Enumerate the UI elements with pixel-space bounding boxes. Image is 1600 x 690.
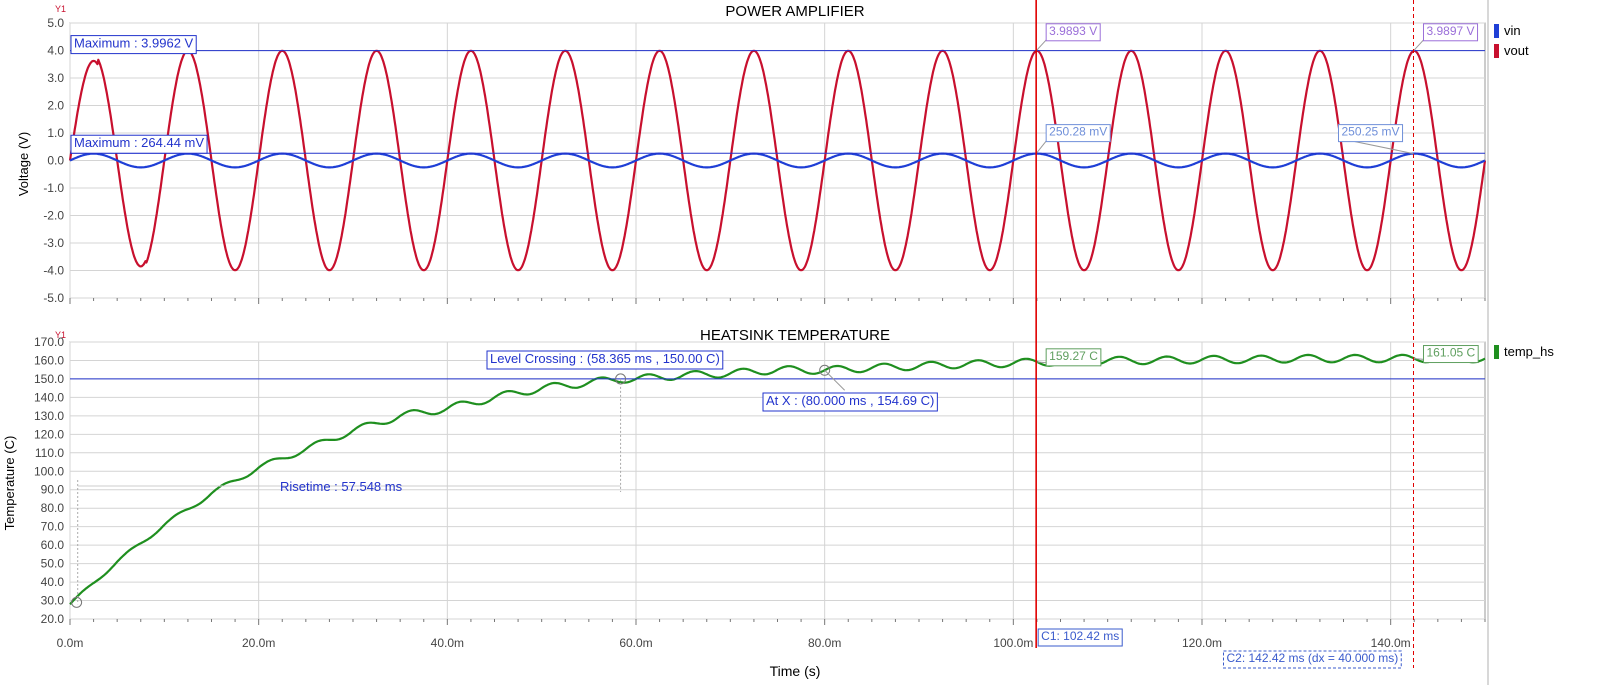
y-tick-label: 90.0 bbox=[41, 483, 65, 497]
cursor-readout-temp-c1-frame bbox=[1045, 348, 1102, 367]
cursor-readout-temp-c2: 161.05 C bbox=[1426, 346, 1475, 360]
y-tick-label: -1.0 bbox=[43, 181, 64, 195]
x-tick-label: 120.0m bbox=[1182, 636, 1222, 650]
cursor-readout-vout-c2: 3.9897 V bbox=[1426, 24, 1474, 38]
at-x-label: At X : (80.000 ms , 154.69 C) bbox=[766, 393, 934, 408]
y-tick-label: 100.0 bbox=[34, 464, 64, 478]
level-crossing-label-frame bbox=[486, 350, 724, 370]
cursor-c1-label: C1: 102.42 ms bbox=[1041, 629, 1119, 643]
cursor-readout-vin-c2: 250.25 mV bbox=[1341, 125, 1399, 139]
maximum-vout-label: Maximum : 3.9962 V bbox=[74, 36, 194, 51]
x-tick-label: 140.0m bbox=[1371, 636, 1411, 650]
vin-legend-swatch bbox=[1494, 24, 1499, 38]
y-tick-label: 70.0 bbox=[41, 520, 65, 534]
chart-title: HEATSINK TEMPERATURE bbox=[700, 327, 890, 344]
cursor-c1-label-frame bbox=[1037, 628, 1123, 647]
y-axis-label: Temperature (C) bbox=[2, 436, 17, 531]
vout-legend-label: vout bbox=[1504, 43, 1529, 58]
temp_hs-legend-label: temp_hs bbox=[1504, 344, 1554, 359]
cursor-readout-temp-c1: 159.27 C bbox=[1049, 349, 1098, 363]
y-tick-label: 20.0 bbox=[41, 612, 65, 626]
y-tick-label: 140.0 bbox=[34, 390, 64, 404]
risetime-label: Risetime : 57.548 ms bbox=[280, 479, 403, 494]
temp_hs-series-line bbox=[69, 353, 1486, 605]
vin-legend-label: vin bbox=[1504, 23, 1521, 38]
y-tick-label: 30.0 bbox=[41, 594, 65, 608]
cursor-c2-label-frame bbox=[1222, 650, 1402, 669]
cursor-readout-temp-c2-frame bbox=[1422, 345, 1479, 364]
chart-title: POWER AMPLIFIER bbox=[725, 3, 864, 20]
axis-tag: Y1 bbox=[55, 4, 66, 14]
y-tick-label: 60.0 bbox=[41, 538, 65, 552]
y-tick-label: 2.0 bbox=[47, 99, 64, 113]
y-tick-label: 40.0 bbox=[41, 575, 65, 589]
cursor-readout-vin-c2-frame bbox=[1337, 124, 1404, 143]
y-tick-label: 5.0 bbox=[47, 16, 64, 30]
risetime-start-marker bbox=[71, 596, 83, 608]
y-tick-label: -2.0 bbox=[43, 209, 64, 223]
y-tick-label: 50.0 bbox=[41, 557, 65, 571]
y-tick-label: -3.0 bbox=[43, 236, 64, 250]
vout-legend-swatch bbox=[1494, 44, 1499, 58]
axis-tag: Y1 bbox=[55, 330, 66, 340]
vin-series-line bbox=[69, 152, 1486, 169]
y-tick-label: 0.0 bbox=[47, 154, 64, 168]
y-tick-label: 3.0 bbox=[47, 71, 64, 85]
heatsink-temperature-panel: HEATSINK TEMPERATURE Y1 Temperature (C) … bbox=[2, 327, 1554, 679]
y-tick-label: 130.0 bbox=[34, 409, 64, 423]
cursor-readout-vin-c1-frame bbox=[1045, 124, 1111, 143]
maximum-vin-label: Maximum : 264.44 mV bbox=[74, 135, 204, 150]
x-tick-label: 0.0m bbox=[57, 636, 84, 650]
x-tick-label: 80.0m bbox=[808, 636, 841, 650]
power-amplifier-panel: POWER AMPLIFIER Y1 Voltage (V) 5.0 4.0 3.0… bbox=[16, 3, 1529, 305]
x-tick-label: 60.0m bbox=[619, 636, 652, 650]
y-tick-label: 160.0 bbox=[34, 353, 64, 367]
y-tick-label: 150.0 bbox=[34, 372, 64, 386]
y-tick-label: 120.0 bbox=[34, 427, 64, 441]
at-x-label-frame bbox=[762, 392, 938, 412]
cursor-readout-vin-c1: 250.28 mV bbox=[1049, 125, 1107, 139]
y-tick-label: -5.0 bbox=[43, 291, 64, 305]
cursor-c2-label: C2: 142.42 ms (dx = 40.000 ms) bbox=[1226, 651, 1398, 665]
y-tick-label: 4.0 bbox=[47, 44, 64, 58]
maximum-vout-label-frame bbox=[70, 35, 197, 55]
x-axis-label: Time (s) bbox=[770, 663, 821, 679]
cursor-readout-vout-c1: 3.9893 V bbox=[1049, 24, 1097, 38]
at-x-marker bbox=[819, 364, 831, 376]
cursor-readout-vout-c1-frame bbox=[1045, 23, 1101, 42]
level-crossing-label: Level Crossing : (58.365 ms , 150.00 C) bbox=[490, 351, 720, 366]
temp_hs-legend-swatch bbox=[1494, 345, 1499, 359]
cursor-readout-vout-c2-frame bbox=[1422, 23, 1479, 42]
x-tick-label: 100.0m bbox=[993, 636, 1033, 650]
y-tick-label: -4.0 bbox=[43, 264, 64, 278]
y-axis-label: Voltage (V) bbox=[16, 132, 31, 196]
y-tick-label: 80.0 bbox=[41, 501, 65, 515]
y-tick-label: 1.0 bbox=[47, 126, 64, 140]
y-tick-label: 170.0 bbox=[34, 335, 64, 349]
x-tick-label: 40.0m bbox=[431, 636, 464, 650]
x-tick-label: 20.0m bbox=[242, 636, 275, 650]
y-tick-label: 110.0 bbox=[35, 446, 64, 460]
at-x-leader bbox=[824, 369, 846, 391]
maximum-vin-label-frame bbox=[70, 134, 208, 154]
